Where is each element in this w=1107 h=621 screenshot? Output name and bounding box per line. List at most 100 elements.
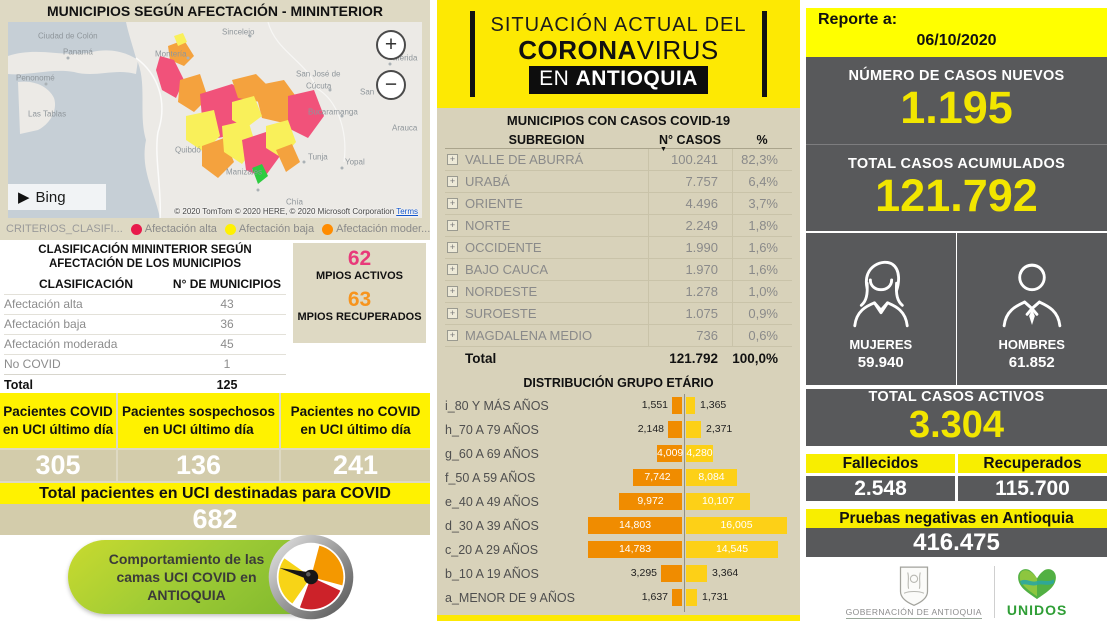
bar-value-female: 1,637 — [641, 591, 668, 603]
deaths-label: Fallecidos — [806, 454, 955, 473]
expand-plus-icon[interactable]: + — [447, 264, 458, 275]
bar-male[interactable] — [686, 397, 695, 414]
subregion-cases: 1.075 — [648, 303, 732, 324]
age-group-label: b_10 A 19 AÑOS — [445, 567, 539, 581]
chart-row: c_20 A 29 AÑOS 14,783 14,545 — [445, 538, 792, 562]
map-canvas — [8, 22, 422, 218]
bar-value-female: 3,295 — [630, 567, 657, 579]
map-city-label: Sincelejo — [222, 27, 255, 37]
map-zoom-out-button[interactable]: − — [376, 70, 406, 100]
subregion-name: NORTE — [465, 218, 511, 233]
bar-value-female: 4,009 — [657, 447, 684, 459]
chart-bars: 14,803 16,005 — [588, 517, 792, 534]
map-terms-link[interactable]: Terms — [396, 207, 418, 216]
bar-female[interactable] — [661, 565, 682, 582]
chart-row: a_MENOR DE 9 AÑOS 1,637 1,731 — [445, 586, 792, 610]
uci-noncovid-label: Pacientes no COVID en UCI último día — [281, 393, 430, 448]
bar-male[interactable] — [686, 589, 697, 606]
expand-plus-icon[interactable]: + — [447, 286, 458, 297]
report-date: 06/10/2020 — [916, 32, 997, 49]
sort-descending-icon: ▼ — [660, 146, 667, 153]
center-panel-bottom-strip — [437, 615, 800, 621]
classification-table: CLASIFICACIÓN MININTERIOR SEGÚN AFECTACI… — [4, 243, 286, 395]
bar-male[interactable] — [686, 421, 701, 438]
expand-plus-icon[interactable]: + — [447, 176, 458, 187]
map-city-label: Montería — [155, 49, 187, 59]
bar-female[interactable] — [588, 517, 682, 534]
map-city-label: Yopal — [345, 157, 365, 167]
bar-male[interactable] — [686, 541, 778, 558]
bar-female[interactable] — [672, 397, 682, 414]
expand-plus-icon[interactable]: + — [447, 220, 458, 231]
bar-value-male: 1,731 — [702, 591, 729, 603]
negative-tests-label: Pruebas negativas en Antioquia — [806, 509, 1107, 528]
total-cases-value: 121.792 — [875, 169, 1038, 221]
active-cases-label: TOTAL CASOS ACTIVOS — [868, 388, 1045, 405]
map-zoom-in-button[interactable]: + — [376, 30, 406, 60]
bar-male[interactable] — [686, 469, 737, 486]
bar-male[interactable] — [686, 517, 787, 534]
bing-logo[interactable]: ▶ Bing — [8, 184, 106, 210]
chart-bars: 2,148 2,371 — [590, 421, 792, 438]
legend-color-dot — [322, 223, 334, 235]
cases-kpi-card: NÚMERO DE CASOS NUEVOS 1.195 TOTAL CASOS… — [806, 57, 1107, 231]
bar-female[interactable] — [619, 493, 682, 510]
bar-female[interactable] — [657, 445, 682, 462]
subregion-table-body: + VALLE DE ABURRÁ 100.241 82,3% + URABÁ 7.757 6… — [445, 149, 792, 347]
map-city-label: Mérida — [393, 53, 418, 63]
gender-breakdown-card: MUJERES 59.940 HOMBRES 61.852 — [806, 233, 1107, 385]
classification-row: Afectación baja 36 — [4, 313, 286, 334]
classification-row: No COVID 1 — [4, 353, 286, 374]
classification-total-row: Total 125 — [4, 373, 286, 395]
men-value: 61.852 — [1008, 353, 1055, 371]
subregion-name: VALLE DE ABURRÁ — [465, 152, 584, 167]
bar-female[interactable] — [672, 589, 682, 606]
subregion-cases: 736 — [648, 325, 732, 346]
bar-value-male: 2,371 — [706, 423, 733, 435]
recovered-municipalities-label: MPIOS RECUPERADOS — [297, 311, 422, 324]
recovered-value: 115.700 — [958, 476, 1107, 501]
subregion-percent: 1,8% — [732, 215, 792, 236]
uci-noncovid-value: 241 — [281, 450, 430, 481]
footer-divider — [993, 566, 995, 618]
bar-male[interactable] — [686, 565, 707, 582]
gobernacion-label: GOBERNACIÓN DE ANTIOQUIA — [845, 607, 982, 619]
bar-value-male: 14,545 — [715, 543, 749, 555]
bar-male[interactable] — [686, 445, 713, 462]
subregion-table-title: MUNICIPIOS CON CASOS COVID-19 — [506, 113, 731, 128]
map-city-label: Bucaramanga — [308, 107, 358, 117]
uci-beds-behavior-button[interactable]: Comportamiento de las camas UCI COVID en… — [68, 534, 354, 620]
expand-plus-icon[interactable]: + — [447, 330, 458, 341]
legend-item-label: Afectación alta — [144, 223, 217, 235]
map-legend-title: CRITERIOS_CLASIFI... — [6, 223, 123, 235]
expand-plus-icon[interactable]: + — [447, 154, 458, 165]
bar-female[interactable] — [668, 421, 682, 438]
bar-value-female: 1,551 — [641, 399, 668, 411]
subregion-row: + NORDESTE 1.278 1,0% — [445, 281, 792, 303]
bing-map[interactable]: Ciudad de Colón Panamá Penonomé Las Tablas S… — [8, 22, 422, 218]
map-city-label: Panamá — [63, 47, 93, 57]
expand-plus-icon[interactable]: + — [447, 198, 458, 209]
chart-row: e_40 A 49 AÑOS 9,972 10,107 — [445, 490, 792, 514]
man-icon — [1002, 263, 1062, 327]
subregion-name: BAJO CAUCA — [465, 262, 549, 277]
bar-female[interactable] — [633, 469, 682, 486]
bar-female[interactable] — [588, 541, 682, 558]
bar-male[interactable] — [686, 493, 750, 510]
banner-line1: SITUACIÓN ACTUAL DEL — [490, 13, 747, 36]
expand-plus-icon[interactable]: + — [447, 308, 458, 319]
expand-plus-icon[interactable]: + — [447, 242, 458, 253]
column-cases[interactable]: N° CASOS ▼ — [659, 133, 721, 153]
map-city-label: San José de — [296, 69, 341, 79]
woman-icon — [853, 260, 909, 327]
classification-row: Afectación moderada 45 — [4, 333, 286, 354]
bar-value-male: 8,084 — [698, 471, 725, 483]
new-cases-section: NÚMERO DE CASOS NUEVOS 1.195 — [806, 57, 1107, 144]
subregion-row: + BAJO CAUCA 1.970 1,6% — [445, 259, 792, 281]
chart-row: d_30 A 39 AÑOS 14,803 16,005 — [445, 514, 792, 538]
bar-value-male: 16,005 — [720, 519, 753, 531]
age-group-label: i_80 Y MÁS AÑOS — [445, 399, 549, 413]
total-cases-label: TOTAL CASOS ACUMULADOS — [847, 155, 1066, 172]
age-chart-title: DISTRIBUCIÓN GRUPO ETÁRIO — [523, 376, 714, 390]
subregion-name: NORDESTE — [465, 284, 538, 299]
